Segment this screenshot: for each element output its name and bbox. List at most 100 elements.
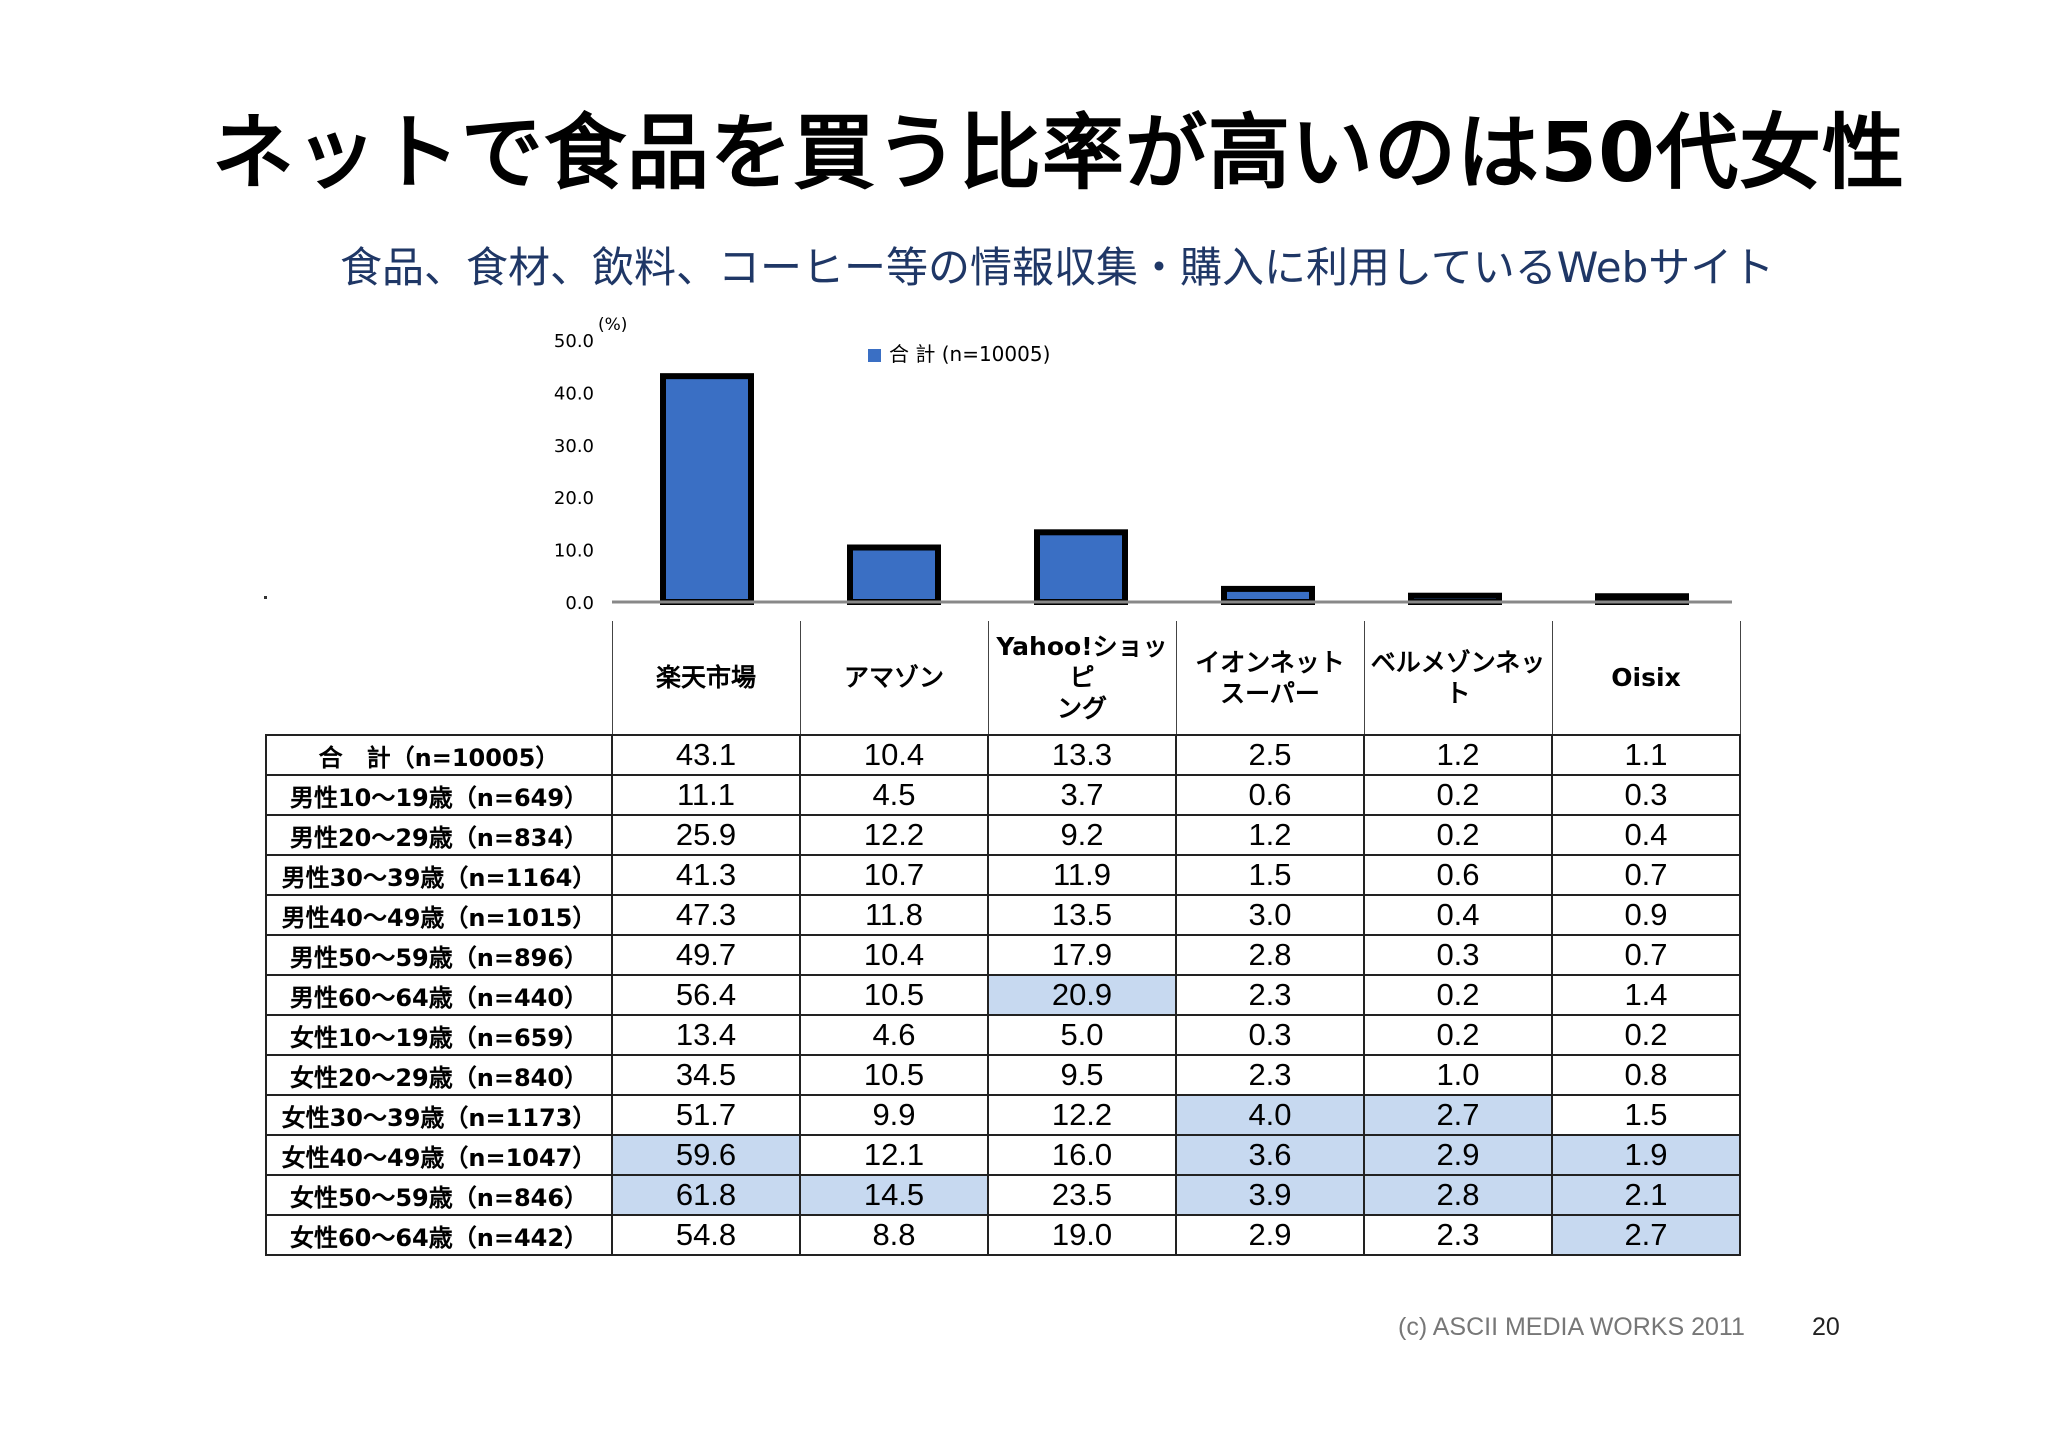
row-label: 男性40～49歳（n=1015）	[265, 894, 613, 936]
column-header: Oisix	[1551, 621, 1741, 736]
y-tick-label: 40.0	[554, 383, 594, 404]
table-cell: 47.3	[611, 894, 801, 936]
table-cell: 2.9	[1175, 1214, 1365, 1256]
row-label: 女性40～49歳（n=1047）	[265, 1134, 613, 1176]
row-label: 女性50～59歳（n=846）	[265, 1174, 613, 1216]
table-cell: 1.2	[1175, 814, 1365, 856]
table-cell: 10.5	[799, 1054, 989, 1096]
table-cell: 3.9	[1175, 1174, 1365, 1216]
table-cell: 51.7	[611, 1094, 801, 1136]
table-row: 女性30～39歳（n=1173） 51.7 9.9 12.2 4.0 2.7 1.5	[265, 1094, 1741, 1136]
table-cell: 5.0	[987, 1014, 1177, 1056]
legend-label: 合 計 (n=10005)	[889, 342, 1051, 366]
row-label: 男性60～64歳（n=440）	[265, 974, 613, 1016]
table-cell: 0.3	[1551, 774, 1741, 816]
row-label: 男性20～29歳（n=834）	[265, 814, 613, 856]
table-cell: 0.6	[1363, 854, 1553, 896]
table-cell: 9.5	[987, 1054, 1177, 1096]
row-label: 合 計（n=10005）	[265, 734, 613, 776]
table-cell: 10.4	[799, 934, 989, 976]
table-cell: 11.8	[799, 894, 989, 936]
table-cell: 4.5	[799, 774, 989, 816]
table-cell: 1.5	[1175, 854, 1365, 896]
y-axis-unit: (%)	[598, 315, 627, 335]
table-cell: 59.6	[611, 1134, 801, 1176]
column-header-line: アマゾン	[843, 663, 944, 692]
table-row: 女性10～19歳（n=659） 13.4 4.6 5.0 0.3 0.2 0.2	[265, 1014, 1741, 1056]
table-cell: 9.9	[799, 1094, 989, 1136]
table-cell: 4.6	[799, 1014, 989, 1056]
table-cell: 2.9	[1363, 1134, 1553, 1176]
y-tick-label: 30.0	[554, 436, 594, 457]
table-cell: 1.4	[1551, 974, 1741, 1016]
table-cell: 43.1	[611, 734, 801, 776]
table-cell: 11.9	[987, 854, 1177, 896]
bar	[1221, 585, 1315, 605]
table-row: 女性50～59歳（n=846） 61.8 14.5 23.5 3.9 2.8 2.1	[265, 1174, 1741, 1216]
table-cell: 0.8	[1551, 1054, 1741, 1096]
table-cell: 0.6	[1175, 774, 1365, 816]
table-cell: 11.1	[611, 774, 801, 816]
row-label: 男性50～59歳（n=896）	[265, 934, 613, 976]
table-cell: 2.1	[1551, 1174, 1741, 1216]
table-row: 男性60～64歳（n=440） 56.4 10.5 20.9 2.3 0.2 1.4	[265, 974, 1741, 1016]
table-cell: 13.5	[987, 894, 1177, 936]
y-tick-label: 50.0	[554, 331, 594, 352]
row-label: 女性30～39歳（n=1173）	[265, 1094, 613, 1136]
table-cell: 2.5	[1175, 734, 1365, 776]
table-cell: 3.6	[1175, 1134, 1365, 1176]
table-cell: 2.8	[1175, 934, 1365, 976]
table-cell: 1.2	[1363, 734, 1553, 776]
column-header-line: スーパー	[1220, 678, 1320, 708]
column-header-line: ト	[1445, 678, 1471, 708]
table-cell: 12.2	[987, 1094, 1177, 1136]
table-cell: 10.4	[799, 734, 989, 776]
table-cell: 14.5	[799, 1174, 989, 1216]
table-cell: 2.3	[1363, 1214, 1553, 1256]
column-header-line: Oisix	[1611, 663, 1681, 692]
column-header-line: Yahoo!ショッピ	[996, 632, 1168, 692]
bar	[847, 544, 941, 605]
page-subtitle: 食品、食材、飲料、コーヒー等の情報収集・購入に利用しているWebサイト	[340, 243, 1775, 292]
table-cell: 2.3	[1175, 974, 1365, 1016]
row-label: 女性60～64歳（n=442）	[265, 1214, 613, 1256]
table-cell: 2.8	[1363, 1174, 1553, 1216]
table-cell: 0.2	[1551, 1014, 1741, 1056]
table-cell: 8.8	[799, 1214, 989, 1256]
column-header: イオンネット スーパー	[1175, 621, 1365, 736]
table-cell: 1.0	[1363, 1054, 1553, 1096]
table-row: 男性50～59歳（n=896） 49.7 10.4 17.9 2.8 0.3 0.7	[265, 934, 1741, 976]
table-cell: 41.3	[611, 854, 801, 896]
y-tick-label: 20.0	[554, 488, 594, 509]
table-row: 女性40～49歳（n=1047） 59.6 12.1 16.0 3.6 2.9 1.9	[265, 1134, 1741, 1176]
table-cell: 0.9	[1551, 894, 1741, 936]
table-cell: 12.2	[799, 814, 989, 856]
table-row: 男性20～29歳（n=834） 25.9 12.2 9.2 1.2 0.2 0.4	[265, 814, 1741, 856]
table-cell: 0.2	[1363, 974, 1553, 1016]
table-cell: 2.3	[1175, 1054, 1365, 1096]
table-cell: 54.8	[611, 1214, 801, 1256]
row-label: 男性10～19歳（n=649）	[265, 774, 613, 816]
table-cell: 2.7	[1551, 1214, 1741, 1256]
table-row: 女性20～29歳（n=840） 34.5 10.5 9.5 2.3 1.0 0.8	[265, 1054, 1741, 1096]
chart-bars	[660, 373, 1689, 606]
column-header: 楽天市場	[611, 621, 801, 736]
table-cell: 0.3	[1363, 934, 1553, 976]
table-cell: 56.4	[611, 974, 801, 1016]
table-cell: 0.7	[1551, 934, 1741, 976]
table-body: 合 計（n=10005） 43.1 10.4 13.3 2.5 1.2 1.1 男性10～19…	[265, 734, 1741, 1256]
y-tick-label: 0.0	[565, 593, 594, 610]
table-row: 男性10～19歳（n=649） 11.1 4.5 3.7 0.6 0.2 0.3	[265, 774, 1741, 816]
column-header-line: イオンネット	[1195, 647, 1345, 677]
table-cell: 0.4	[1363, 894, 1553, 936]
table-cell: 16.0	[987, 1134, 1177, 1176]
copyright-footer: (c) ASCII MEDIA WORKS 2011	[1398, 1313, 1745, 1341]
page-number: 20	[1812, 1313, 1840, 1341]
table-cell: 2.7	[1363, 1094, 1553, 1136]
column-header: アマゾン	[799, 621, 989, 736]
table-corner	[266, 621, 612, 735]
column-header-line: ング	[1056, 694, 1107, 723]
table-cell: 1.1	[1551, 734, 1741, 776]
table-cell: 0.2	[1363, 1014, 1553, 1056]
table-cell: 10.7	[799, 854, 989, 896]
